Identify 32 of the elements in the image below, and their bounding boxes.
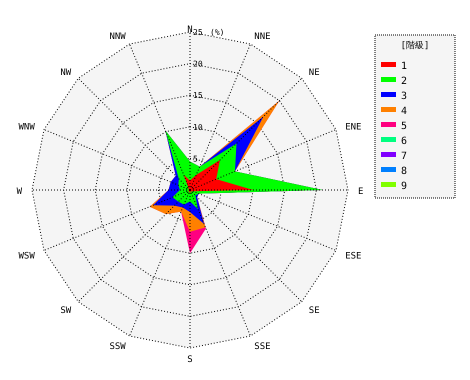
spoke-label: NNE — [254, 32, 271, 42]
y-tick-label: 20 — [193, 60, 203, 69]
spoke-label: ESE — [345, 251, 362, 262]
legend-label: 5 — [401, 121, 408, 132]
legend-label: 4 — [401, 106, 408, 117]
spoke-label: NNW — [109, 32, 126, 42]
legend-label: 2 — [401, 76, 408, 87]
y-tick-label: 10 — [193, 122, 203, 132]
y-tick-label: 5 — [193, 154, 198, 164]
spoke-label: E — [358, 187, 364, 197]
legend-label: 9 — [401, 181, 408, 192]
legend-label: 6 — [401, 136, 408, 147]
text: (%) — [210, 28, 224, 37]
legend-label: 3 — [401, 91, 408, 102]
legend-label: 8 — [401, 166, 408, 177]
spoke-label: N — [187, 25, 193, 35]
legend-label: 1 — [401, 61, 408, 72]
spoke-label: S — [187, 355, 193, 365]
legend-label: 7 — [401, 151, 408, 162]
legend-title: [階級] — [400, 40, 430, 51]
spoke-label: SW — [60, 306, 72, 316]
spoke-label: W — [16, 187, 23, 197]
spoke-label: WSW — [18, 251, 36, 262]
spoke-label: SSE — [254, 342, 271, 352]
y-tick-label: 25 — [193, 28, 203, 37]
spoke-label: NE — [308, 68, 320, 78]
y-tick-label: 15 — [193, 91, 203, 100]
spoke-label: SSW — [109, 342, 126, 352]
spoke-label: SE — [308, 306, 320, 316]
spoke-label: WNW — [18, 122, 36, 133]
spoke-label: ENE — [345, 122, 362, 133]
spoke-label: NW — [60, 68, 72, 78]
